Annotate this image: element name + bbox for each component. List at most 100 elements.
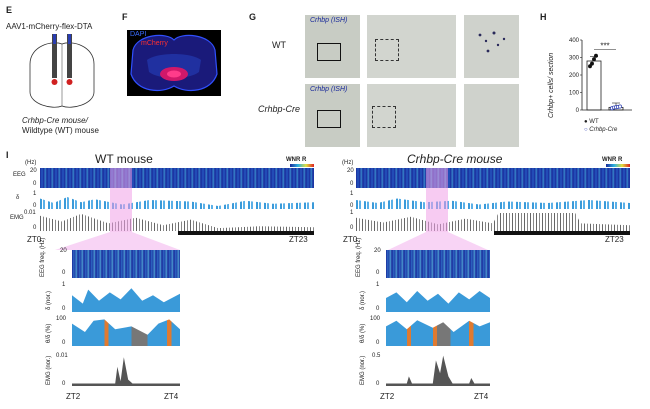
cre-z-emg-bottom: 0 xyxy=(376,381,380,387)
h-ytick-label: 200 xyxy=(569,73,580,79)
legend-cre: ○ Crhbp-Cre xyxy=(584,127,618,133)
wt-colorbar xyxy=(290,164,314,167)
wt-zt4: ZT4 xyxy=(164,392,179,401)
cre-highlight xyxy=(426,168,448,232)
wt-emg-bottom: 0 xyxy=(33,225,37,231)
bar-chart: 0 100 200 300 400 *** xyxy=(569,38,632,114)
mouse-line-1: Crhbp-Cre mouse/ xyxy=(22,116,88,125)
row-label-wt: WT xyxy=(272,40,286,50)
cre-eeg-bottom: 0 xyxy=(350,181,354,187)
cre-sleep-bar xyxy=(494,231,630,235)
panel-H-label: H xyxy=(540,12,547,22)
wt-eeg-label: EEG xyxy=(13,172,26,178)
cre-zt0: ZT0 xyxy=(343,235,358,244)
h-data-point xyxy=(592,57,596,62)
cre-z-eeg-label: EEG freq. (Hz) xyxy=(356,237,362,277)
dapi-label: DAPI xyxy=(130,31,147,38)
h-significance: *** xyxy=(600,41,609,50)
wt-z-td-bottom: 0 xyxy=(62,340,66,346)
h-data-point xyxy=(590,61,594,66)
ish-wt-zoom xyxy=(367,15,456,78)
panel-G-label: G xyxy=(249,12,257,22)
panel-F-label: F xyxy=(122,12,128,22)
wt-colorbar-label: WNR R xyxy=(286,157,307,163)
ish-wt-detail xyxy=(464,15,519,78)
cre-title: Crhbp-Cre mouse xyxy=(407,152,503,166)
cre-emg-bottom: 0 xyxy=(350,225,354,231)
cre-z-td-top: 100 xyxy=(370,316,381,322)
cre-zt4: ZT4 xyxy=(474,392,489,401)
h-data-point xyxy=(618,104,622,109)
wt-z-spectrogram xyxy=(72,250,180,278)
row-label-cre: Crhbp-Cre xyxy=(258,104,301,114)
wt-highlight xyxy=(110,168,132,232)
cre-colorbar xyxy=(606,164,630,167)
mcherry-label: mCherry xyxy=(141,40,168,47)
wt-z-td-top: 100 xyxy=(56,316,67,322)
wt-title: WT mouse xyxy=(95,152,153,166)
wt-delta-bottom: 0 xyxy=(33,203,37,209)
cre-delta-bottom: 0 xyxy=(350,203,354,209)
wt-spectrogram xyxy=(40,168,314,188)
panel-E-label: E xyxy=(6,5,13,15)
h-ytick-label: 100 xyxy=(569,91,580,97)
wt-z-eeg-top: 20 xyxy=(60,248,67,254)
wt-zt23: ZT23 xyxy=(289,235,308,244)
cre-emg-top: 1 xyxy=(350,210,354,216)
wt-hz: (Hz) xyxy=(25,160,37,166)
ish-cre-zoom xyxy=(367,84,456,147)
wt-z-delta-top: 1 xyxy=(62,282,66,288)
wt-z-eeg-label: EEG freq. (Hz) xyxy=(40,237,46,277)
cre-delta-top: 1 xyxy=(350,191,354,197)
wt-z-eeg-bottom: 0 xyxy=(62,270,66,276)
cre-z-emg-label: EMG (nor.) xyxy=(360,355,366,385)
wt-delta-top: 1 xyxy=(33,191,37,197)
wt-z-td-label: θ/δ (%) xyxy=(46,323,52,343)
wt-eeg-bottom: 0 xyxy=(33,181,37,187)
cre-hz: (Hz) xyxy=(342,160,354,166)
cre-z-td-bottom: 0 xyxy=(376,340,380,346)
wt-z-emg-label: EMG (nor.) xyxy=(46,355,52,385)
cre-z-eeg-top: 20 xyxy=(374,248,381,254)
brain-schematic xyxy=(29,34,95,108)
ish-label-wt: Crhbp (ISH) xyxy=(310,17,348,24)
wt-zt2: ZT2 xyxy=(66,392,81,401)
wt-zt0: ZT0 xyxy=(27,235,42,244)
h-data-point xyxy=(588,64,592,69)
wt-emg-label: EMG xyxy=(10,215,24,221)
cre-z-td-label: θ/δ (%) xyxy=(360,323,366,343)
cre-z-spectrogram xyxy=(386,250,490,278)
ish-cre-detail xyxy=(464,84,519,147)
wt-z-delta-bottom: 0 xyxy=(62,306,66,312)
h-ytick-label: 0 xyxy=(576,108,580,114)
wt-z-emg-top: 0.01 xyxy=(56,353,68,359)
cre-zt2: ZT2 xyxy=(380,392,395,401)
cre-z-delta-top: 1 xyxy=(376,282,380,288)
h-ytick-label: 400 xyxy=(569,38,580,44)
wt-delta-label: δ xyxy=(16,195,20,201)
cre-spectrogram xyxy=(356,168,630,188)
ish-wt-overview xyxy=(305,15,360,78)
ish-label-cre: Crhbp (ISH) xyxy=(310,86,348,93)
histology-image xyxy=(127,30,221,96)
h-ytick-label: 300 xyxy=(569,56,580,62)
cre-eeg-top: 20 xyxy=(347,168,354,174)
cre-delta-trace xyxy=(356,198,630,209)
cre-z-delta-bottom: 0 xyxy=(376,306,380,312)
mouse-line-2: Wildtype (WT) mouse xyxy=(22,126,99,135)
legend-wt: ● WT xyxy=(584,119,599,125)
wt-eeg-top: 20 xyxy=(30,168,37,174)
cre-zt23: ZT23 xyxy=(605,235,624,244)
h-data-point xyxy=(594,53,598,58)
cre-colorbar-label: WNR R xyxy=(602,157,623,163)
virus-label: AAV1-mCherry-flex-DTA xyxy=(6,22,93,31)
wt-sleep-bar xyxy=(178,231,314,235)
ish-cre-overview xyxy=(305,84,360,147)
wt-z-delta-label: δ (nor.) xyxy=(46,290,52,310)
panel-I-label: I xyxy=(6,150,9,160)
wt-emg-top: 0.01 xyxy=(24,210,36,216)
cre-z-emg-top: 0.5 xyxy=(372,353,381,359)
cre-z-eeg-bottom: 0 xyxy=(376,270,380,276)
